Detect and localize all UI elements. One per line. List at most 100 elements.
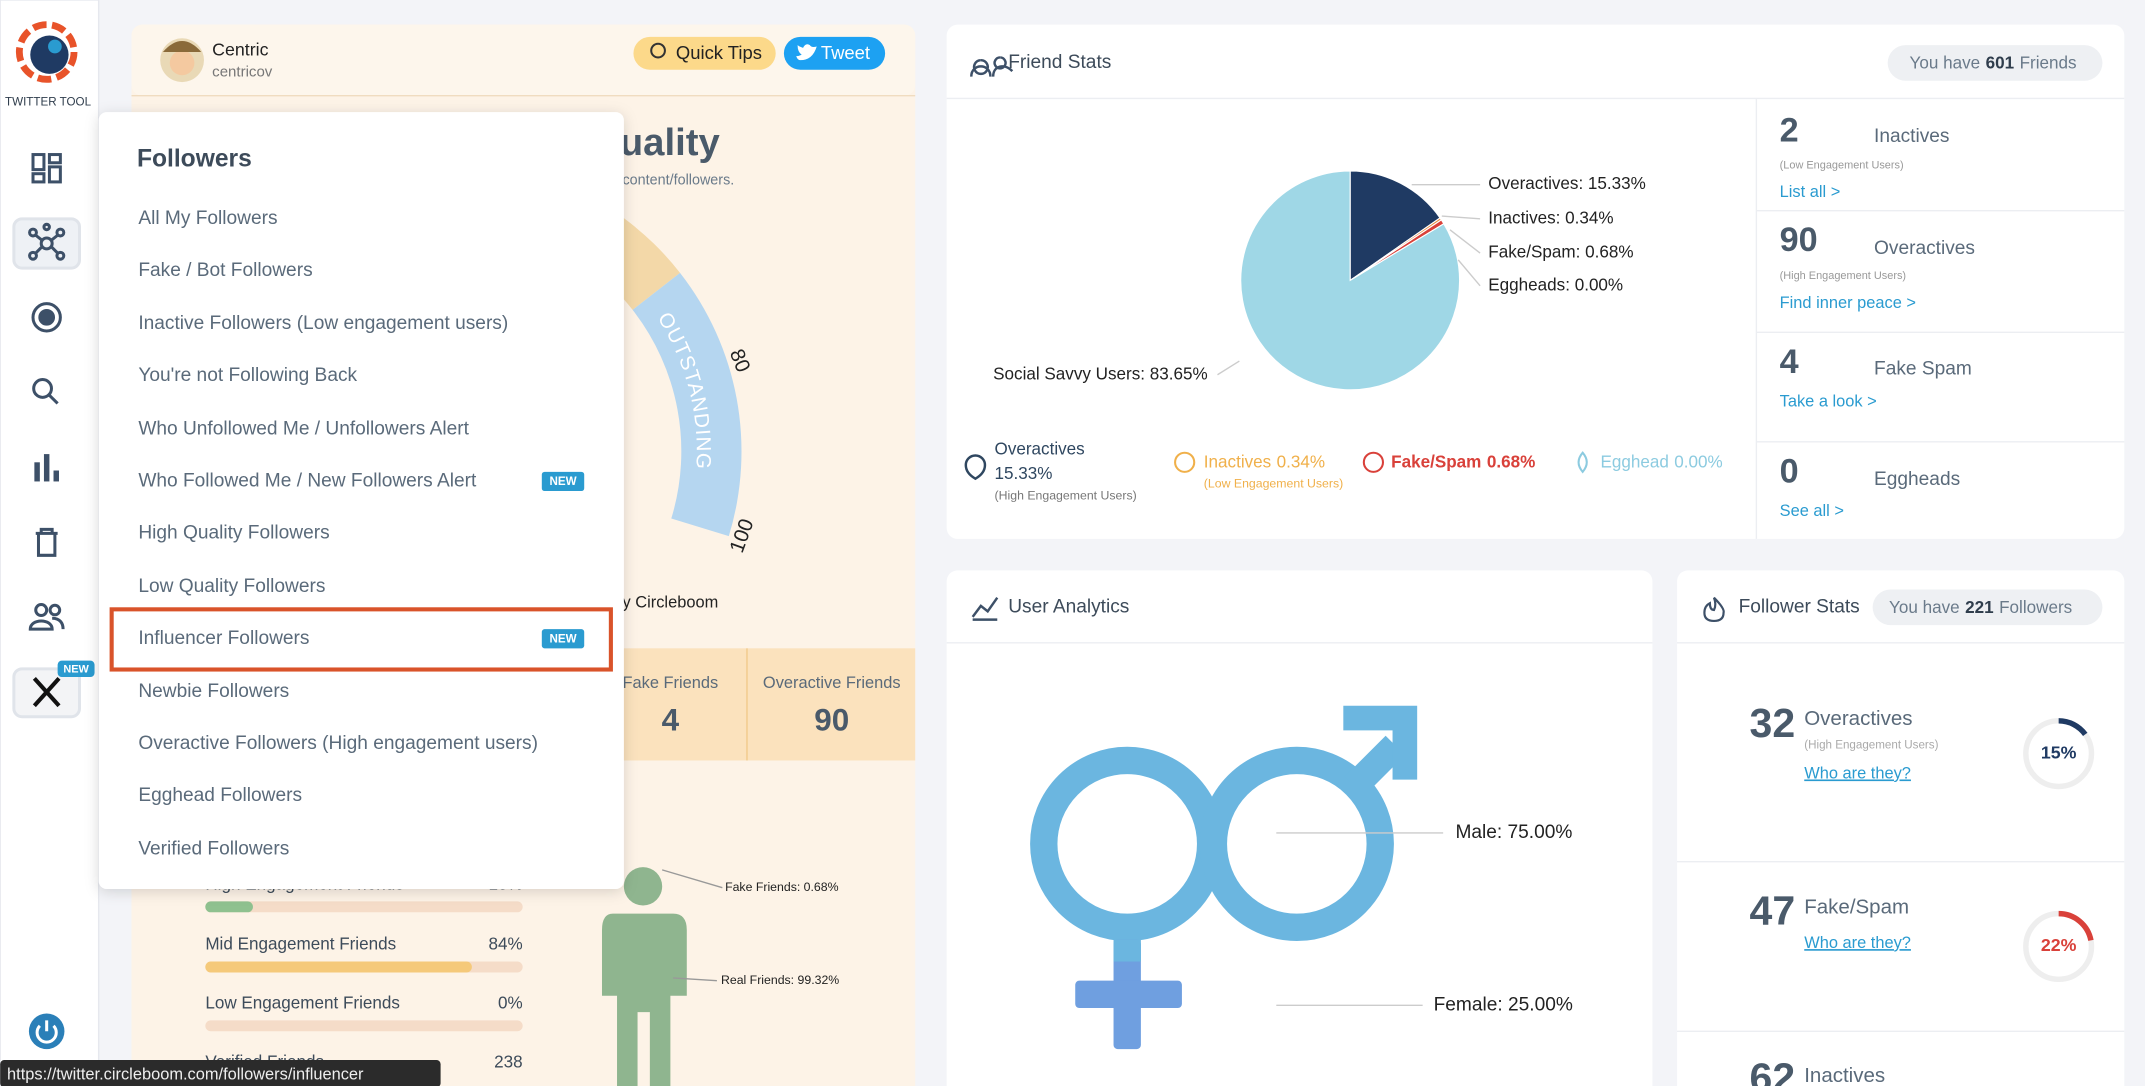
legend-icon xyxy=(1577,451,1588,474)
follower-link[interactable]: Who are they? xyxy=(1804,934,1911,952)
count-value: 4 xyxy=(662,702,680,737)
legend-value: 0.00% xyxy=(1674,452,1722,471)
engagement-label: Mid Engagement Friends xyxy=(205,935,396,954)
ring-track xyxy=(2023,910,2095,983)
ring-label: 15% xyxy=(2041,742,2077,762)
follower-note: (High Engagement Users) xyxy=(1804,738,1938,751)
selected-highlight xyxy=(109,607,613,672)
pill-prefix: You have xyxy=(1910,53,1981,72)
male-arrow xyxy=(1344,735,1405,797)
search-icon[interactable] xyxy=(32,378,59,405)
pill-suffix: Friends xyxy=(2020,53,2077,72)
follower-count: 62 xyxy=(1750,1054,1796,1086)
menu-item[interactable]: Inactive Followers (Low engagement users… xyxy=(138,313,508,334)
summary-note: (High Engagement Users) xyxy=(1780,270,1906,282)
summary-count: 4 xyxy=(1780,343,1799,381)
avatar-hat xyxy=(162,41,202,52)
summary-link[interactable]: List all > xyxy=(1780,183,1841,201)
menu-item[interactable]: High Quality Followers xyxy=(138,522,329,543)
pie-label: Eggheads: 0.00% xyxy=(1488,275,1623,294)
legend-note: (High Engagement Users) xyxy=(995,489,1137,503)
figure-head xyxy=(623,867,663,906)
legend-label: Fake/Spam xyxy=(1391,452,1481,471)
menu-item[interactable]: Newbie Followers xyxy=(138,681,289,702)
quick-tips-button xyxy=(633,36,776,70)
trash-icon[interactable] xyxy=(35,527,58,557)
dropdown-title: Followers xyxy=(137,146,252,173)
flame-icon xyxy=(1703,596,1725,623)
status-bar xyxy=(0,1060,441,1086)
menu-item[interactable]: Overactive Followers (High engagement us… xyxy=(138,733,538,754)
power-icon[interactable] xyxy=(28,1013,65,1050)
gauge-outstanding xyxy=(632,272,742,537)
menu-item[interactable]: Fake / Bot Followers xyxy=(138,260,312,281)
legend-icon xyxy=(964,454,987,481)
pill-suffix: Followers xyxy=(1999,597,2072,616)
logo xyxy=(15,21,78,83)
menu-item[interactable]: You're not Following Back xyxy=(138,365,357,386)
count-label: Overactive Friends xyxy=(763,674,901,692)
count-value: 90 xyxy=(814,702,849,737)
summary-link[interactable]: Find inner peace > xyxy=(1780,294,1916,312)
new-badge: NEW xyxy=(63,663,89,675)
ring-label: 22% xyxy=(2041,935,2077,955)
legend-entry: Egghead 0.00% xyxy=(1600,452,1722,471)
menu-item[interactable]: All My Followers xyxy=(138,208,277,229)
engagement-value: 84% xyxy=(488,935,522,954)
legend-label: Inactives xyxy=(1204,452,1271,471)
pie-leader xyxy=(1441,215,1481,220)
follower-count: 47 xyxy=(1750,888,1796,934)
follower-count: 32 xyxy=(1750,700,1796,746)
stats-icon[interactable] xyxy=(34,454,59,482)
pie-label: Fake/Spam: 0.68% xyxy=(1488,243,1633,262)
active-nav[interactable] xyxy=(12,217,82,270)
summary-count: 2 xyxy=(1780,112,1799,150)
summary-label: Eggheads xyxy=(1874,469,1960,490)
people-icon[interactable] xyxy=(28,603,65,631)
pie-slice xyxy=(1240,170,1461,391)
friend-stats-card xyxy=(946,24,2125,539)
menu-item[interactable]: Verified Followers xyxy=(138,838,289,859)
summary-link[interactable]: See all > xyxy=(1780,502,1844,520)
menu-item[interactable]: Who Unfollowed Me / Unfollowers Alert xyxy=(138,419,469,440)
avatar-face xyxy=(169,50,195,76)
legend-entry: Fake/Spam 0.68% xyxy=(1391,452,1535,471)
pill-count: 221 xyxy=(1965,597,1994,616)
dashboard-icon[interactable] xyxy=(31,153,62,184)
quality-by: y Circleboom xyxy=(623,594,719,612)
menu-item[interactable]: Influencer Followers xyxy=(138,628,309,649)
friends-pill xyxy=(1887,45,2103,81)
network-icon[interactable] xyxy=(28,222,66,261)
legend-value: 0.34% xyxy=(1277,452,1325,471)
record-icon[interactable] xyxy=(31,302,62,333)
figure-real: Real Friends: 99.32% xyxy=(721,973,839,987)
figure-body xyxy=(601,913,687,1086)
figure-line xyxy=(673,977,717,982)
bulb-icon xyxy=(650,42,666,59)
female-stem-top xyxy=(1113,939,1141,962)
menu-item[interactable]: Who Followed Me / New Followers Alert xyxy=(138,471,477,492)
menu-badge: NEW xyxy=(549,632,576,645)
summary-label: Fake Spam xyxy=(1874,358,1972,379)
summary-label: Overactives xyxy=(1874,238,1975,259)
engagement-bar xyxy=(205,961,472,973)
engagement-value: 0% xyxy=(498,993,523,1012)
figure-line xyxy=(661,869,723,889)
x-logo xyxy=(32,677,61,708)
logo-text: TWITTER TOOL xyxy=(5,96,92,109)
quality-subtitle: content/followers. xyxy=(623,172,735,188)
tweet[interactable]: Tweet xyxy=(821,42,870,63)
engagement-label: Low Engagement Friends xyxy=(205,993,400,1012)
summary-note: (Low Engagement Users) xyxy=(1780,159,1904,171)
quick-tips[interactable]: Quick Tips xyxy=(676,42,762,63)
follower-label: Inactives xyxy=(1804,1064,1885,1086)
dropdown xyxy=(98,112,624,890)
legend-label: Overactives xyxy=(995,440,1085,459)
summary-label: Inactives xyxy=(1874,126,1949,147)
follower-stats-title: Follower Stats xyxy=(1739,596,1860,617)
menu-item[interactable]: Egghead Followers xyxy=(138,785,302,806)
legend-value: 0.68% xyxy=(1487,452,1535,471)
follower-link[interactable]: Who are they? xyxy=(1804,764,1911,782)
summary-link[interactable]: Take a look > xyxy=(1780,392,1877,410)
menu-item[interactable]: Low Quality Followers xyxy=(138,576,325,597)
